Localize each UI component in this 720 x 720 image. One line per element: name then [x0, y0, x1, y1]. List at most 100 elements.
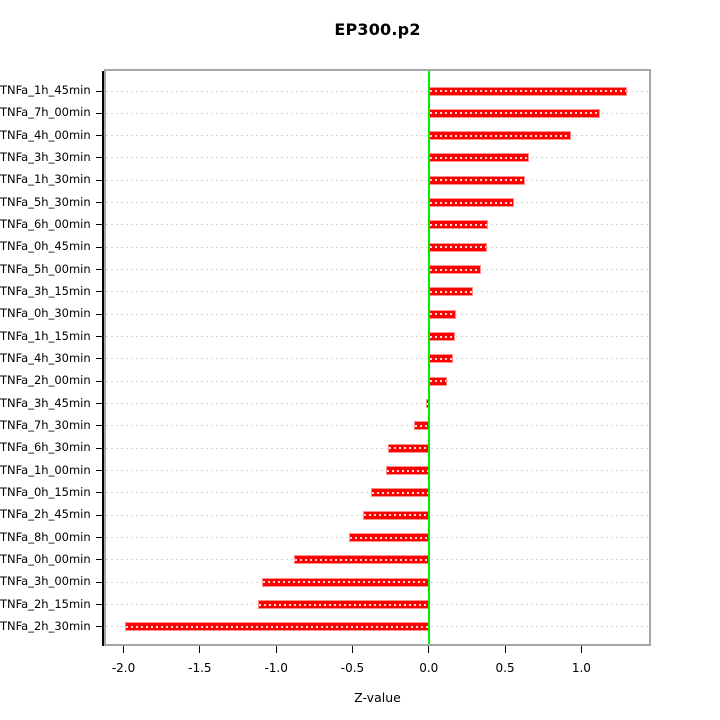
grid-line [106, 224, 649, 226]
y-tick-label: TNFa_6h_00min [0, 216, 91, 231]
y-axis-tick [96, 492, 103, 494]
y-axis-tick [96, 90, 103, 92]
y-axis-tick [96, 246, 103, 248]
x-axis-tick [580, 646, 582, 653]
y-tick-label: TNFa_8h_00min [0, 529, 91, 544]
bar [125, 622, 429, 632]
bar [428, 86, 628, 96]
bar-dash-pattern [429, 246, 486, 249]
y-tick-label: TNFa_1h_30min [0, 172, 91, 187]
y-axis-tick [96, 514, 103, 516]
y-axis-tick [96, 425, 103, 427]
bar [428, 108, 600, 118]
x-axis-tick [275, 646, 277, 653]
bar-dash-pattern [258, 603, 428, 606]
y-axis-tick [96, 336, 103, 338]
y-tick-label: TNFa_1h_15min [0, 328, 91, 343]
grid-line [106, 470, 649, 472]
bar [428, 153, 530, 163]
bar [349, 533, 429, 543]
bar-dash-pattern [429, 90, 627, 92]
bar [428, 220, 489, 230]
x-tick-label: 0.5 [495, 661, 515, 675]
y-axis-tick [96, 291, 103, 293]
y-axis-tick [96, 626, 103, 628]
y-axis-tick [96, 313, 103, 315]
grid-line [106, 202, 649, 204]
x-axis-label: Z-value [354, 690, 401, 705]
y-axis-tick [96, 202, 103, 204]
bar-dash-pattern [429, 223, 488, 226]
y-tick-label: TNFa_5h_30min [0, 194, 91, 209]
x-axis-tick [428, 646, 430, 653]
y-tick-label: TNFa_6h_30min [0, 440, 91, 455]
bar [363, 510, 429, 520]
bar-dash-pattern [429, 380, 447, 383]
y-tick-label: TNFa_3h_00min [0, 574, 91, 589]
y-axis-tick [96, 403, 103, 405]
y-tick-label: TNFa_5h_00min [0, 261, 91, 276]
grid-line [106, 447, 649, 449]
y-axis-tick [96, 358, 103, 360]
y-tick-label: TNFa_0h_45min [0, 239, 91, 254]
grid-line [106, 425, 649, 427]
y-tick-label: TNFa_2h_30min [0, 618, 91, 633]
bar [428, 265, 481, 275]
bar [386, 466, 429, 476]
x-axis-tick [504, 646, 506, 653]
bar [294, 555, 429, 565]
grid-line [106, 90, 649, 92]
bar [428, 309, 457, 319]
y-axis-tick [96, 537, 103, 539]
bar-dash-pattern [388, 447, 428, 450]
grid-line [106, 112, 649, 114]
grid-line [106, 336, 649, 338]
bar-dash-pattern [426, 402, 428, 405]
grid-line [106, 157, 649, 159]
y-tick-label: TNFa_0h_30min [0, 306, 91, 321]
bar-dash-pattern [429, 112, 599, 115]
y-tick-label: TNFa_2h_00min [0, 373, 91, 388]
bar-dash-pattern [429, 335, 454, 338]
bar-dash-pattern [429, 201, 514, 204]
bar-dash-pattern [429, 156, 529, 159]
y-axis-tick [96, 179, 103, 181]
y-tick-label: TNFa_3h_30min [0, 149, 91, 164]
zero-line [427, 71, 430, 644]
x-axis-tick [123, 646, 125, 653]
y-tick-label: TNFa_3h_45min [0, 395, 91, 410]
bar [428, 287, 474, 297]
grid-line [106, 291, 649, 293]
grid-line [106, 358, 649, 360]
chart-title: EP300.p2 [334, 20, 421, 39]
x-tick-label: 0.0 [419, 661, 439, 675]
grid-line [106, 313, 649, 315]
bar-dash-pattern [371, 491, 428, 494]
bar [428, 175, 525, 185]
bar-dash-pattern [263, 581, 428, 584]
y-axis-tick [96, 470, 103, 472]
x-axis-tick [351, 646, 353, 653]
bar [428, 332, 455, 342]
bar [370, 488, 429, 498]
bar [428, 131, 571, 141]
y-axis-tick [96, 157, 103, 159]
grid-line [106, 246, 649, 248]
plot-area [106, 71, 649, 644]
grid-line [106, 380, 649, 382]
bar-dash-pattern [429, 313, 456, 316]
y-tick-label: TNFa_1h_00min [0, 462, 91, 477]
y-axis-line [102, 71, 104, 646]
y-axis-tick [96, 581, 103, 583]
x-tick-label: -1.0 [264, 661, 288, 675]
y-axis-tick [96, 604, 103, 606]
bar-dash-pattern [429, 357, 453, 360]
bar-dash-pattern [126, 625, 428, 628]
bar-dash-pattern [429, 268, 480, 271]
x-tick-label: -2.0 [111, 661, 136, 675]
y-tick-label: TNFa_7h_30min [0, 417, 91, 432]
y-tick-label: TNFa_0h_00min [0, 551, 91, 566]
grid-line [106, 269, 649, 271]
y-axis-tick [96, 559, 103, 561]
